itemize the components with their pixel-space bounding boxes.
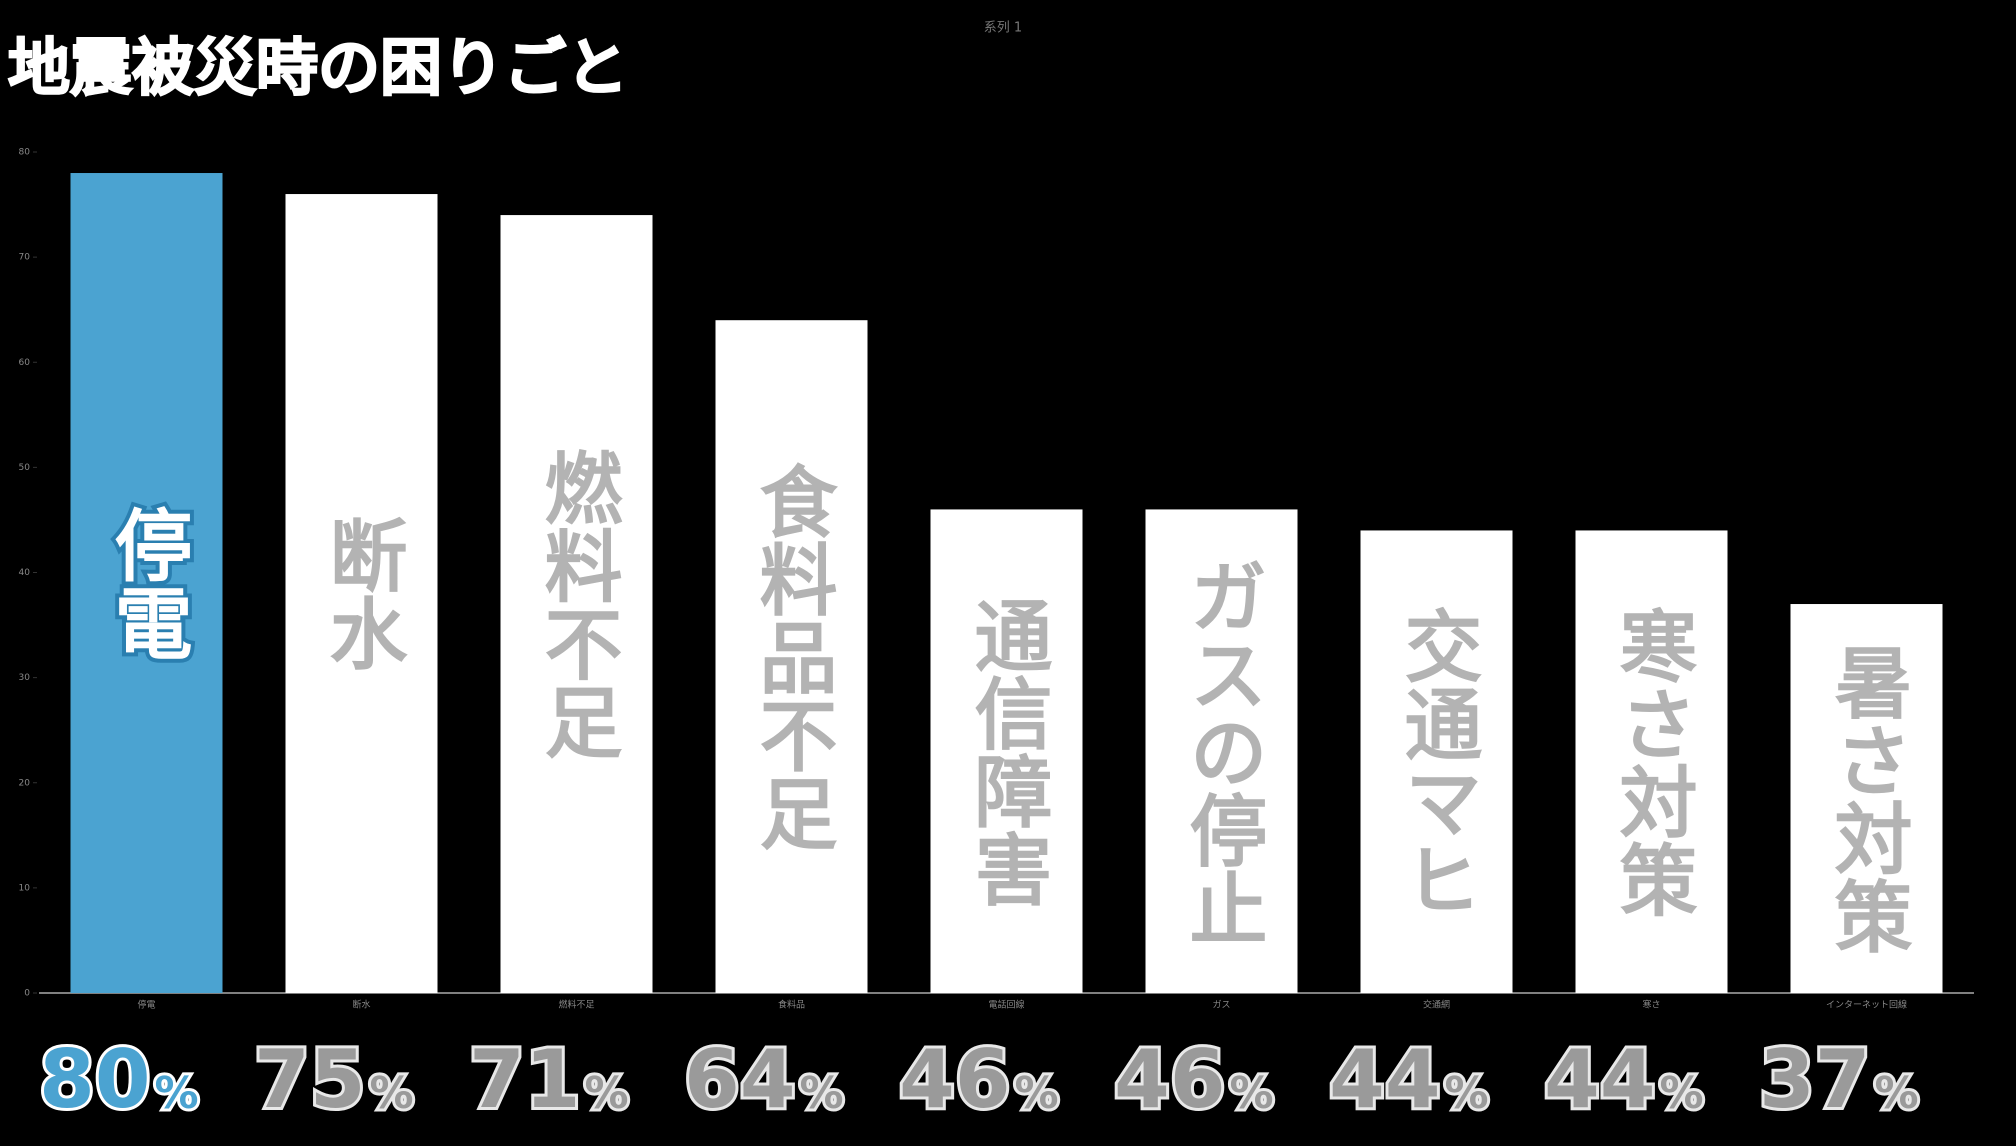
big-label-number: 75 [254,1033,365,1126]
y-tick-label: 40 [19,568,31,578]
y-tick-label: 80 [19,148,31,158]
bar [500,215,653,993]
bar [1790,604,1943,993]
big-label-number: 46 [899,1033,1010,1126]
x-tick-label: 寒さ [1642,999,1660,1011]
y-tick-label: 30 [19,673,31,683]
big-label-unit: % [1660,1068,1704,1119]
x-tick-label: 交通網 [1423,999,1450,1011]
y-tick-label: 50 [19,463,31,473]
big-label-unit: % [155,1068,199,1119]
big-label-unit: % [1445,1068,1489,1119]
bar-text: 燃料不足 [532,448,623,760]
bar [285,194,438,994]
big-label-unit: % [370,1068,414,1119]
y-tick-label: 10 [19,883,31,893]
bar-text: 食料品不足 [747,461,838,851]
x-tick-label: 燃料不足 [558,999,594,1011]
y-tick-label: 70 [19,253,31,263]
bar-text: 暑さ対策 [1822,643,1913,955]
y-tick-label: 20 [19,778,31,788]
big-label-number: 71 [469,1033,580,1126]
bar-text: 断水 [317,516,408,672]
big-label-number: 44 [1544,1033,1655,1126]
chart-title: 地震被災時の困りごと [8,31,628,104]
bar [715,320,868,993]
big-label-number: 46 [1114,1033,1225,1126]
x-tick-label: 断水 [352,999,370,1011]
series-name: 系列 1 [984,21,1022,36]
big-label-number: 80 [39,1033,150,1126]
bar [1575,530,1728,993]
bar-text: ガスの停止 [1177,556,1268,946]
big-label-unit: % [1015,1068,1059,1119]
x-tick-label: 停電 [137,999,155,1011]
bar-text: 通信障害 [962,595,1053,907]
big-label-unit: % [585,1068,629,1119]
bar [1360,530,1513,993]
x-tick-label: 食料品 [778,999,805,1011]
big-label-number: 64 [684,1033,795,1126]
y-tick-label: 0 [24,989,30,999]
big-label-unit: % [1230,1068,1274,1119]
bar-text: 交通マヒ [1392,605,1482,917]
big-label-unit: % [800,1068,844,1119]
big-label-unit: % [1875,1068,1919,1119]
bar [70,173,223,993]
bar [930,509,1083,993]
x-tick-label: インターネット回線 [1826,999,1907,1011]
bar [1145,509,1298,993]
big-label-number: 44 [1329,1033,1440,1126]
y-tick-label: 60 [19,358,31,368]
bar-text: 寒さ対策 [1607,605,1698,917]
big-label-number: 37 [1759,1033,1870,1126]
bar-text: 停電 [102,505,193,661]
x-tick-label: ガス [1212,1000,1230,1011]
x-tick-label: 電話回線 [988,999,1024,1011]
